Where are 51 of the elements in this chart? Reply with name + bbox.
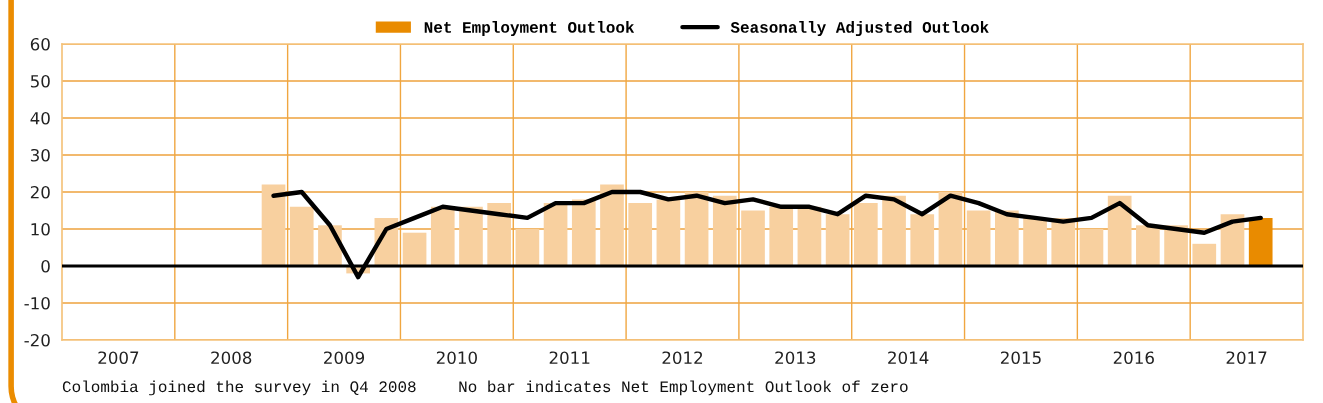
x-tick-label: 2007 [98,351,139,365]
bar [487,203,512,266]
x-tick-label: 2009 [324,351,365,365]
bar [261,184,286,266]
y-tick-label: 30 [30,148,50,162]
x-tick-label: 2008 [211,351,252,365]
bar [600,184,624,266]
bar [571,199,596,266]
bar [853,203,878,266]
bar [1192,243,1217,266]
bar [966,210,991,266]
bar [797,206,822,266]
bar [712,195,737,266]
bar [825,214,850,266]
y-tick-label: 0 [41,259,50,273]
bar [741,210,765,266]
bar [1079,229,1104,266]
bar [1023,217,1047,266]
text: Colombia joined the survey in Q4 2008 [62,380,416,396]
bar [882,195,906,266]
bar [1107,195,1132,266]
y-tick-label: -10 [24,296,50,310]
y-tick-label: 40 [30,111,50,125]
bar [1136,225,1160,266]
bar [1248,217,1273,266]
bar [910,214,935,266]
y-tick-label: 60 [30,37,50,51]
bar [289,206,314,266]
bar [430,206,455,266]
x-tick-label: 2011 [549,351,590,365]
legend-label: Seasonally Adjusted Outlook [730,21,989,37]
x-tick-label: 2013 [775,351,816,365]
text: No bar indicates Net Employment Outlook of zero [459,380,908,396]
x-tick-label: 2015 [1000,351,1041,365]
x-tick-label: 2010 [436,351,477,365]
y-tick-label: 50 [30,74,50,88]
bar [656,199,681,266]
bar [515,229,540,266]
y-tick-label: -20 [24,333,50,347]
bar [769,206,794,266]
bar [628,203,653,266]
bar [402,232,427,266]
x-tick-label: 2016 [1113,351,1154,365]
bar [684,192,709,266]
x-tick-label: 2012 [662,351,703,365]
y-tick-label: 20 [30,185,50,199]
x-tick-label: 2017 [1226,351,1267,365]
y-tick-label: 10 [31,222,50,236]
bar [543,203,568,266]
legend-label: Net Employment Outlook [424,21,635,37]
x-tick-label: 2014 [888,351,929,365]
